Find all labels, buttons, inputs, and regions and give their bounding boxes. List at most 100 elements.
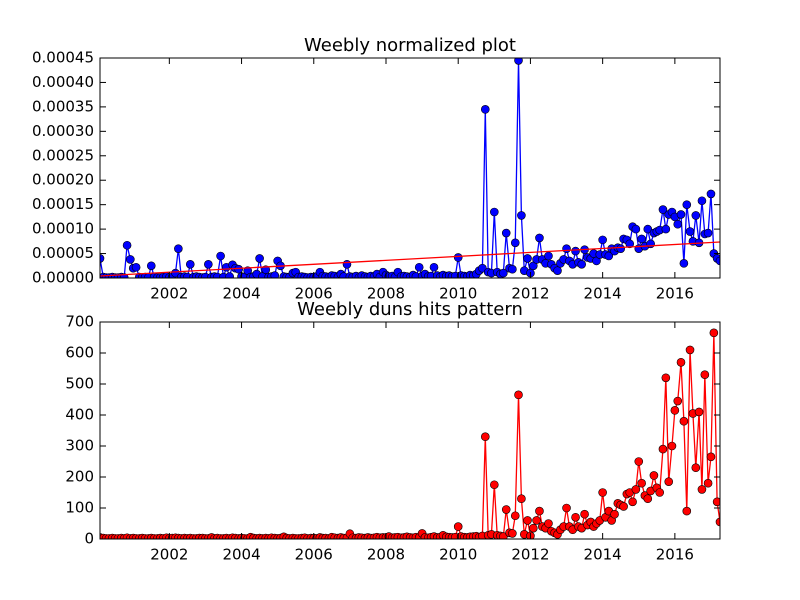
data-point — [676, 357, 686, 367]
y-tick-label: 0.00000 — [32, 269, 94, 287]
plot-area — [100, 58, 720, 278]
data-point — [510, 238, 520, 248]
data-point — [643, 224, 653, 234]
data-point — [562, 503, 571, 513]
data-point — [715, 256, 720, 266]
data-point — [544, 519, 553, 528]
data-point — [523, 254, 532, 263]
data-point — [619, 502, 628, 511]
y-tick-label: 0.00010 — [32, 220, 94, 238]
x-tick-label: 2014 — [584, 285, 622, 303]
data-point — [535, 506, 544, 516]
data-point — [616, 244, 625, 253]
x-tick-label: 2014 — [584, 546, 622, 564]
data-point — [146, 261, 156, 271]
data-point — [637, 478, 646, 488]
data-point — [580, 509, 589, 519]
y-tick-label: 500 — [65, 375, 94, 393]
x-tick-label: 2008 — [367, 546, 405, 564]
data-point — [225, 272, 234, 278]
data-point — [703, 228, 713, 238]
data-point — [553, 266, 562, 275]
data-point — [577, 260, 587, 269]
data-point — [661, 224, 671, 234]
data-point — [679, 259, 689, 268]
data-point — [535, 233, 544, 243]
chart-title: Weebly normalized plot — [304, 35, 516, 56]
data-point — [634, 457, 644, 466]
data-point — [255, 254, 264, 263]
data-point — [682, 506, 692, 516]
data-point — [679, 416, 689, 426]
data-point — [658, 444, 668, 454]
data-point — [508, 529, 517, 538]
data-point — [517, 494, 526, 504]
data-point — [694, 407, 704, 417]
data-point — [697, 485, 707, 494]
x-tick-label: 2004 — [222, 546, 260, 564]
data-point — [658, 205, 668, 214]
y-tick-label: 0 — [84, 530, 94, 548]
y-tick-label: 700 — [65, 313, 94, 331]
y-tick-label: 100 — [65, 499, 94, 517]
data-point — [185, 260, 195, 269]
data-point — [499, 268, 508, 278]
series-line — [100, 241, 720, 277]
data-point — [501, 228, 511, 238]
data-point — [700, 370, 710, 380]
y-tick-label: 400 — [65, 406, 94, 424]
data-point — [453, 253, 463, 262]
data-point — [490, 480, 499, 490]
data-point — [661, 373, 671, 383]
data-point — [501, 505, 511, 514]
y-tick-label: 0.00045 — [32, 49, 94, 67]
x-tick-label: 2016 — [656, 285, 694, 303]
data-point — [604, 251, 614, 261]
data-point — [631, 485, 641, 494]
data-point — [637, 234, 646, 244]
data-point — [453, 522, 463, 531]
data-point — [691, 211, 701, 220]
data-point — [204, 260, 213, 269]
data-point — [414, 262, 424, 272]
data-point — [676, 210, 686, 219]
x-tick-label: 2016 — [656, 546, 694, 564]
x-tick-label: 2008 — [367, 285, 405, 303]
data-point — [715, 517, 720, 527]
data-point — [429, 262, 439, 272]
data-point — [571, 246, 580, 256]
y-tick-label: 200 — [65, 468, 94, 486]
data-point — [667, 441, 677, 451]
data-point — [691, 463, 701, 473]
data-point — [508, 264, 517, 274]
data-point — [517, 211, 526, 220]
data-point — [673, 219, 683, 229]
data-point — [670, 406, 680, 415]
data-point — [270, 271, 280, 278]
y-tick-label: 600 — [65, 344, 94, 362]
x-tick-label: 2002 — [150, 285, 188, 303]
y-tick-label: 0.00015 — [32, 195, 94, 213]
x-tick-label: 2004 — [222, 285, 260, 303]
data-point — [571, 512, 580, 522]
data-point — [342, 260, 352, 269]
y-tick-label: 0.00020 — [32, 171, 94, 189]
data-point — [685, 227, 695, 236]
data-point — [664, 477, 674, 486]
chart-title: Weebly duns hits pattern — [297, 299, 523, 320]
y-tick-label: 300 — [65, 437, 94, 455]
data-point — [529, 523, 538, 533]
data-point — [610, 509, 619, 519]
data-point — [544, 251, 553, 261]
data-point — [709, 328, 719, 338]
data-point — [131, 262, 141, 272]
data-point — [712, 497, 720, 507]
data-point — [598, 235, 607, 245]
y-tick-label: 0.00030 — [32, 122, 94, 140]
data-point — [682, 200, 692, 209]
data-point — [649, 471, 659, 480]
data-point — [643, 494, 653, 504]
data-point — [625, 239, 635, 249]
data-point — [532, 516, 541, 525]
